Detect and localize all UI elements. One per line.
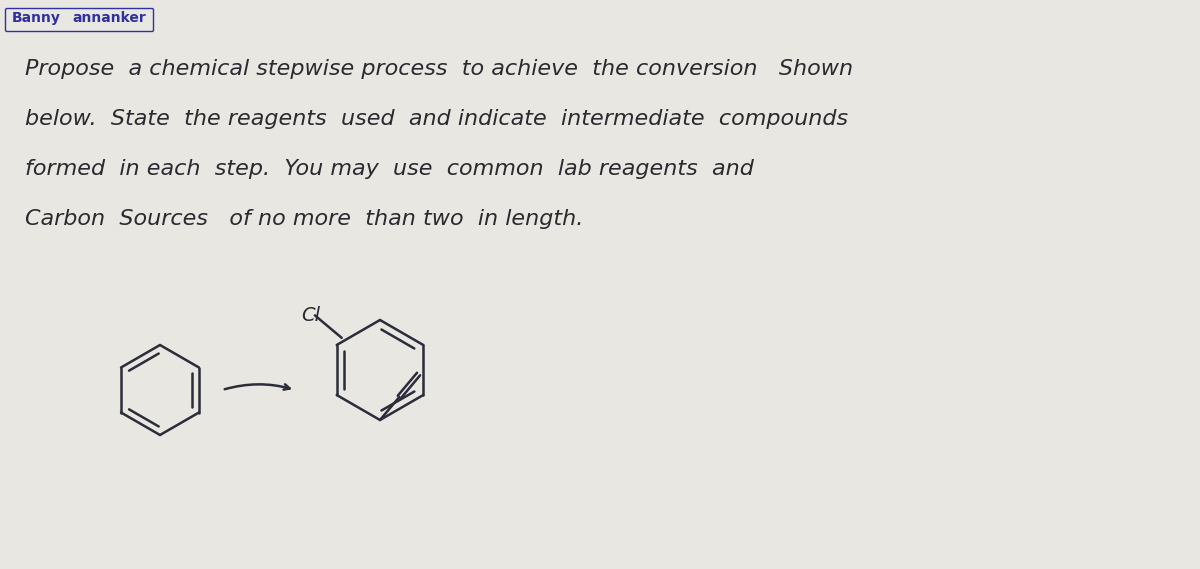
Text: annanker: annanker [72, 11, 145, 25]
Text: Banny: Banny [12, 11, 61, 25]
Text: formed  in each  step.  You may  use  common  lab reagents  and: formed in each step. You may use common … [25, 159, 754, 179]
Text: Cl: Cl [301, 306, 320, 325]
Text: below.  State  the reagents  used  and indicate  intermediate  compounds: below. State the reagents used and indic… [25, 109, 848, 129]
Text: Propose  a chemical stepwise process  to achieve  the conversion   Shown: Propose a chemical stepwise process to a… [25, 59, 853, 79]
Text: Carbon  Sources   of no more  than two  in length.: Carbon Sources of no more than two in le… [25, 209, 583, 229]
